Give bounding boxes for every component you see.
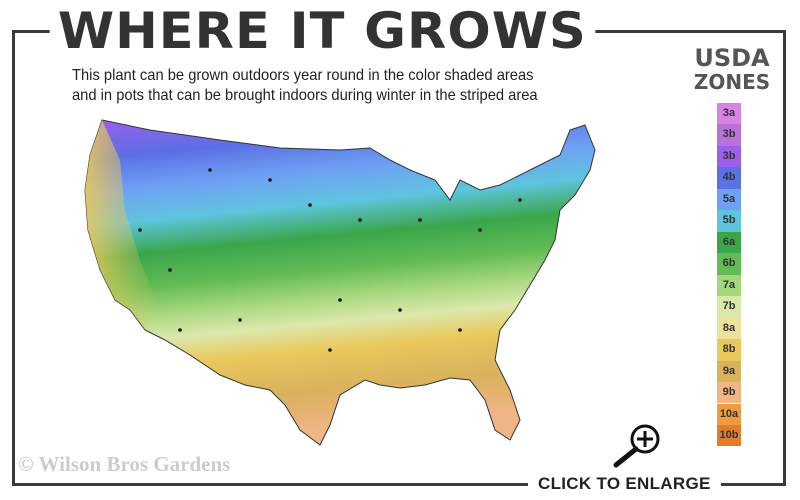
legend-zone-7a: 7a: [717, 274, 741, 297]
subtitle: This plant can be grown outdoors year ro…: [72, 66, 538, 106]
legend-zone-10b: 10b: [717, 425, 741, 447]
legend-title-line-2: ZONES: [693, 70, 771, 94]
subtitle-line-1: This plant can be grown outdoors year ro…: [72, 67, 534, 84]
legend-zone-5b: 5b: [717, 210, 741, 232]
legend-zone-8b: 8b: [717, 339, 741, 361]
legend-zone-10a: 10a: [717, 403, 741, 425]
legend-zone-6b: 6b: [717, 253, 741, 275]
click-to-enlarge-button[interactable]: CLICK TO ENLARGE: [528, 474, 721, 494]
legend-zone-6a: 6a: [717, 231, 741, 254]
legend-zone-4b: 4b: [717, 167, 741, 189]
copyright-watermark: © Wilson Bros Gardens: [18, 452, 231, 476]
legend-zone-5a: 5a: [717, 188, 741, 211]
legend-zone-8a: 8a: [717, 317, 741, 340]
city-markers: [138, 168, 522, 352]
subtitle-line-2: and in pots that can be brought indoors …: [72, 87, 538, 104]
magnifier-plus-icon[interactable]: [610, 422, 666, 468]
legend-zone-3a: 3a: [717, 103, 741, 125]
usda-zone-map[interactable]: [40, 110, 620, 450]
legend-title: USDA ZONES: [672, 45, 792, 93]
contiguous-us-shape: [84, 119, 596, 446]
legend-zone-3b: 3b: [717, 145, 741, 168]
west-coast-warm-zone: [85, 120, 160, 330]
legend-zone-9a: 9a: [717, 360, 741, 382]
legend-zone-3b: 3b: [717, 124, 741, 146]
legend-title-line-1: USDA: [694, 44, 770, 72]
legend-zone-9b: 9b: [717, 382, 741, 404]
zone-legend: 3a 3b 3b 4b 5a 5b 6a 6b 7a 7b 8a 8b 9a 9b 10a 10b: [717, 103, 741, 447]
legend-zone-7b: 7b: [717, 296, 741, 318]
page-title: WHERE IT GROWS: [49, 2, 595, 60]
